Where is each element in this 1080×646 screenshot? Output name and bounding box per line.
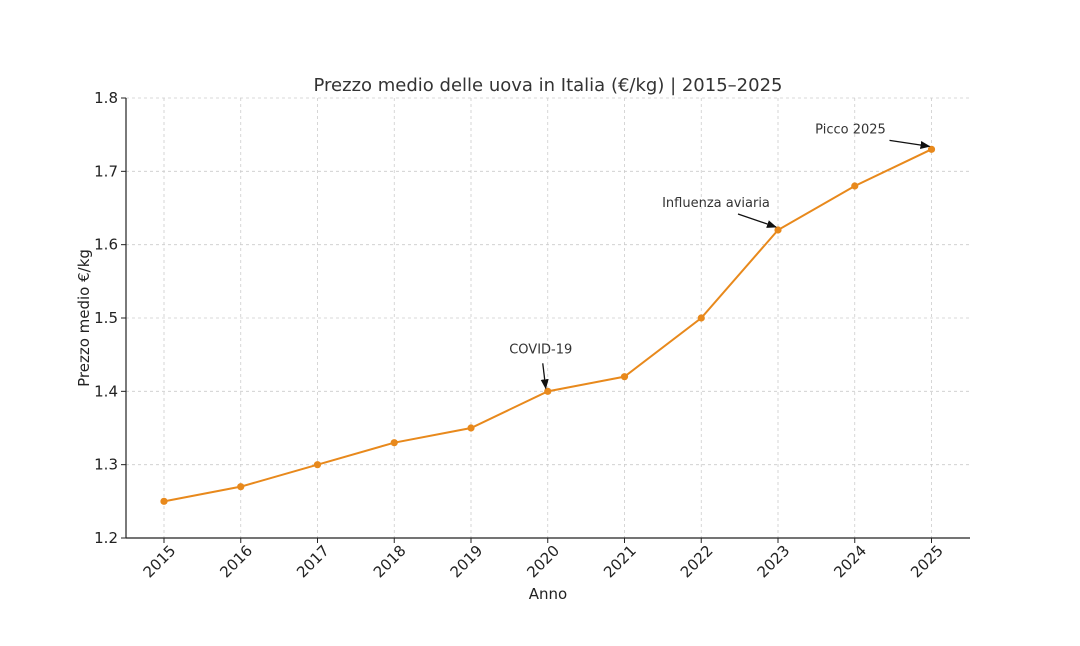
y-tick-label: 1.3 <box>94 456 118 474</box>
data-point <box>544 387 552 395</box>
y-tick-label: 1.5 <box>94 309 118 327</box>
data-point <box>237 483 245 491</box>
y-tick-label: 1.7 <box>94 162 118 180</box>
data-point <box>467 424 475 432</box>
x-tick-label: 2016 <box>216 542 256 582</box>
annotation-arrow <box>540 363 549 390</box>
axis-layer: 1.2 1.3 1.4 1.5 1.6 1.7 1.8 2015 2016 2017 2018 201… <box>94 89 970 581</box>
y-tick-label: 1.4 <box>94 382 118 400</box>
x-tick-label: 2020 <box>523 542 563 582</box>
x-tick-label: 2022 <box>677 542 717 582</box>
x-tick-label: 2018 <box>370 542 410 582</box>
x-tick-label: 2024 <box>830 542 870 582</box>
annotation-label: Influenza aviaria <box>662 196 770 211</box>
data-point <box>160 497 168 505</box>
y-tick-label: 1.6 <box>94 236 118 254</box>
annotation-label: COVID-19 <box>509 342 572 357</box>
y-axis-label: Prezzo medio €/kg <box>75 249 93 387</box>
chart-title: Prezzo medio delle uova in Italia (€/kg)… <box>314 75 783 96</box>
x-tick-label: 2025 <box>907 542 947 582</box>
data-point <box>697 314 705 322</box>
x-axis-label: Anno <box>529 585 567 603</box>
annotation-layer: COVID-19 Influenza aviaria Picco 2025 <box>509 122 931 390</box>
y-tick-label: 1.2 <box>94 529 118 547</box>
data-point <box>774 226 782 234</box>
data-point <box>313 461 322 469</box>
annotation-label: Picco 2025 <box>815 122 886 137</box>
annotation-arrow <box>737 213 777 228</box>
data-point <box>851 182 859 190</box>
data-point <box>620 373 629 381</box>
series-layer <box>160 145 936 505</box>
annotation-arrow <box>889 139 931 149</box>
x-tick-label: 2017 <box>293 542 333 582</box>
x-tick-label: 2023 <box>754 542 794 582</box>
grid-layer <box>126 97 970 539</box>
x-tick-label: 2019 <box>447 542 487 582</box>
x-tick-label: 2021 <box>600 542 640 582</box>
x-tick-label: 2015 <box>140 542 180 582</box>
y-tick-label: 1.8 <box>94 89 118 107</box>
data-point <box>390 439 398 447</box>
